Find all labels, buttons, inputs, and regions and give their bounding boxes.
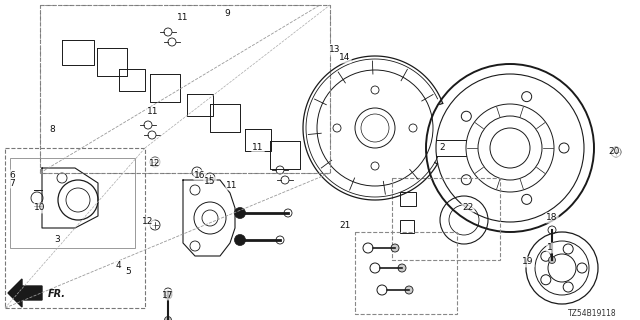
- Text: 9: 9: [224, 10, 230, 19]
- Bar: [392, 178, 500, 260]
- Circle shape: [405, 286, 413, 294]
- Text: 7: 7: [9, 179, 15, 188]
- Circle shape: [548, 257, 556, 263]
- Circle shape: [234, 207, 246, 219]
- Text: 5: 5: [125, 268, 131, 276]
- Text: TZ54B19118: TZ54B19118: [568, 308, 616, 317]
- Polygon shape: [8, 279, 42, 307]
- Circle shape: [391, 244, 399, 252]
- Bar: [10, 158, 135, 248]
- Bar: [400, 220, 414, 233]
- Circle shape: [398, 264, 406, 272]
- Text: 12: 12: [149, 158, 161, 167]
- Text: 1: 1: [547, 244, 553, 252]
- Text: 18: 18: [547, 213, 557, 222]
- Bar: [355, 232, 457, 314]
- Text: 4: 4: [115, 260, 121, 269]
- Text: 8: 8: [49, 125, 55, 134]
- Text: 16: 16: [195, 171, 205, 180]
- Bar: [5, 148, 145, 308]
- Circle shape: [234, 235, 246, 245]
- Circle shape: [164, 292, 172, 299]
- Text: 3: 3: [54, 236, 60, 244]
- Text: 2: 2: [439, 143, 445, 153]
- Text: 19: 19: [522, 258, 534, 267]
- Text: 11: 11: [147, 108, 159, 116]
- Text: 13: 13: [329, 45, 340, 54]
- Text: 6: 6: [9, 171, 15, 180]
- Text: 10: 10: [35, 204, 45, 212]
- Text: 20: 20: [608, 148, 620, 156]
- Text: 22: 22: [462, 203, 474, 212]
- Text: 15: 15: [204, 178, 216, 187]
- Text: 11: 11: [177, 13, 189, 22]
- Text: FR.: FR.: [48, 289, 66, 299]
- Text: 12: 12: [142, 218, 154, 227]
- Circle shape: [164, 316, 172, 320]
- Bar: [40, 5, 330, 173]
- Text: 21: 21: [339, 220, 351, 229]
- Text: 11: 11: [252, 143, 264, 153]
- Text: 14: 14: [339, 53, 351, 62]
- Text: 11: 11: [227, 180, 237, 189]
- Bar: [400, 192, 416, 206]
- Text: 17: 17: [163, 291, 173, 300]
